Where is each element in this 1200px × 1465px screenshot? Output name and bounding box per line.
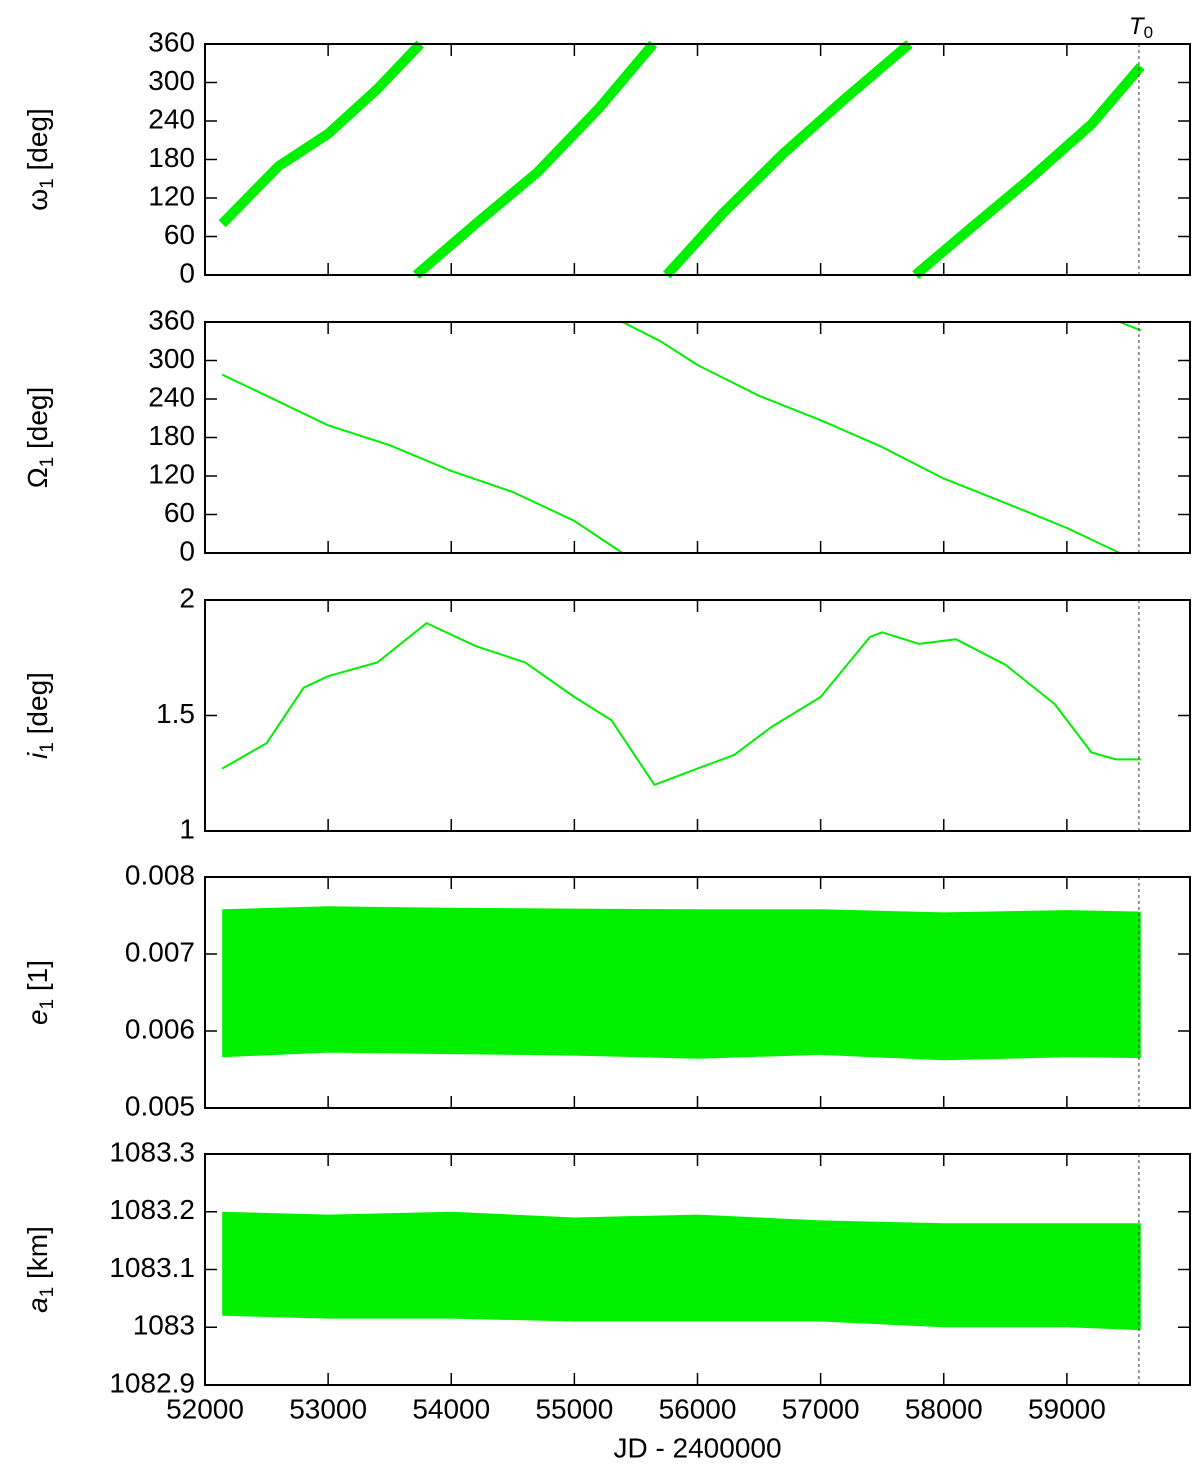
- x-tick-label: 53000: [289, 1393, 367, 1424]
- y-tick-label: 360: [148, 304, 195, 335]
- y-tick-label: 1083: [133, 1310, 195, 1341]
- reference-label: T0: [1129, 13, 1153, 42]
- y-label-symbol: i: [22, 752, 53, 759]
- y-tick-label: 0.006: [125, 1013, 195, 1044]
- y-tick-label: 300: [148, 343, 195, 374]
- y-tick-label: 2: [179, 582, 195, 613]
- y-tick-label: 0.007: [125, 936, 195, 967]
- y-label-unit: [deg]: [22, 108, 53, 178]
- data-line: [218, 40, 1145, 279]
- y-label-symbol: Ω: [22, 467, 53, 488]
- y-tick-label: 1083.3: [109, 1136, 195, 1167]
- y-label-symbol: ω: [22, 189, 53, 211]
- y-label-subscript: 1: [37, 999, 58, 1010]
- y-tick-label: 300: [148, 65, 195, 96]
- y-tick-label: 1082.9: [109, 1367, 195, 1398]
- data-band: [222, 1211, 1141, 1331]
- y-label-unit: [km]: [22, 1226, 53, 1287]
- panel: 1082.9 1083 1083.1 1083.2 1083.3 52000 53000 54…: [22, 1136, 1191, 1463]
- y-tick-label: 0.008: [125, 859, 195, 890]
- y-label-subscript: 1: [37, 178, 58, 189]
- reference-label-subscript: 0: [1144, 23, 1153, 42]
- y-label-subscript: 1: [37, 742, 58, 753]
- y-tick-label: 60: [164, 497, 195, 528]
- y-axis-label: a1 [km]: [22, 1226, 58, 1313]
- x-tick-label: 59000: [1028, 1393, 1106, 1424]
- y-tick-label: 1083.2: [109, 1194, 195, 1225]
- y-tick-label: 1.5: [156, 698, 195, 729]
- y-label-unit: [deg]: [22, 672, 53, 742]
- x-tick-label: 55000: [535, 1393, 613, 1424]
- y-tick-label: 0.005: [125, 1090, 195, 1121]
- y-tick-label: 120: [148, 180, 195, 211]
- y-axis-label: i1 [deg]: [22, 672, 58, 759]
- y-tick-label: 1: [179, 813, 195, 844]
- x-tick-label: 52000: [166, 1393, 244, 1424]
- data-line: [221, 321, 1142, 554]
- y-label-subscript: 1: [37, 457, 58, 468]
- y-tick-label: 0: [179, 257, 195, 288]
- y-tick-label: 180: [148, 420, 195, 451]
- y-axis-label: e1 [1]: [22, 960, 58, 1025]
- y-tick-label: 60: [164, 219, 195, 250]
- y-tick-label: 120: [148, 458, 195, 489]
- y-axis-label: ω1 [deg]: [22, 108, 58, 211]
- x-tick-label: 54000: [412, 1393, 490, 1424]
- reference-label-symbol: T: [1129, 13, 1146, 40]
- y-label-symbol: e: [22, 1009, 53, 1025]
- y-tick-label: 240: [148, 103, 195, 134]
- data-band: [222, 906, 1141, 1061]
- panel: 0 60 120 180 240 300 360 Ω1 [deg]: [22, 304, 1191, 566]
- y-label-unit: [deg]: [22, 387, 53, 457]
- y-axis-label: Ω1 [deg]: [22, 387, 58, 489]
- y-label-unit: [1]: [22, 960, 53, 999]
- panel: 0.005 0.006 0.007 0.008 e1 [1]: [22, 859, 1191, 1121]
- x-tick-label: 58000: [905, 1393, 983, 1424]
- y-tick-label: 240: [148, 381, 195, 412]
- x-tick-label: 56000: [659, 1393, 737, 1424]
- y-tick-label: 0: [179, 535, 195, 566]
- x-tick-label: 57000: [782, 1393, 860, 1424]
- y-label-subscript: 1: [37, 1287, 58, 1298]
- y-label-symbol: a: [22, 1297, 53, 1313]
- y-tick-label: 360: [148, 26, 195, 57]
- data-line: [221, 622, 1141, 786]
- y-tick-label: 180: [148, 142, 195, 173]
- x-axis-label: JD - 2400000: [613, 1432, 781, 1460]
- y-tick-label: 1083.1: [109, 1252, 195, 1283]
- plot-frame: [204, 599, 1191, 832]
